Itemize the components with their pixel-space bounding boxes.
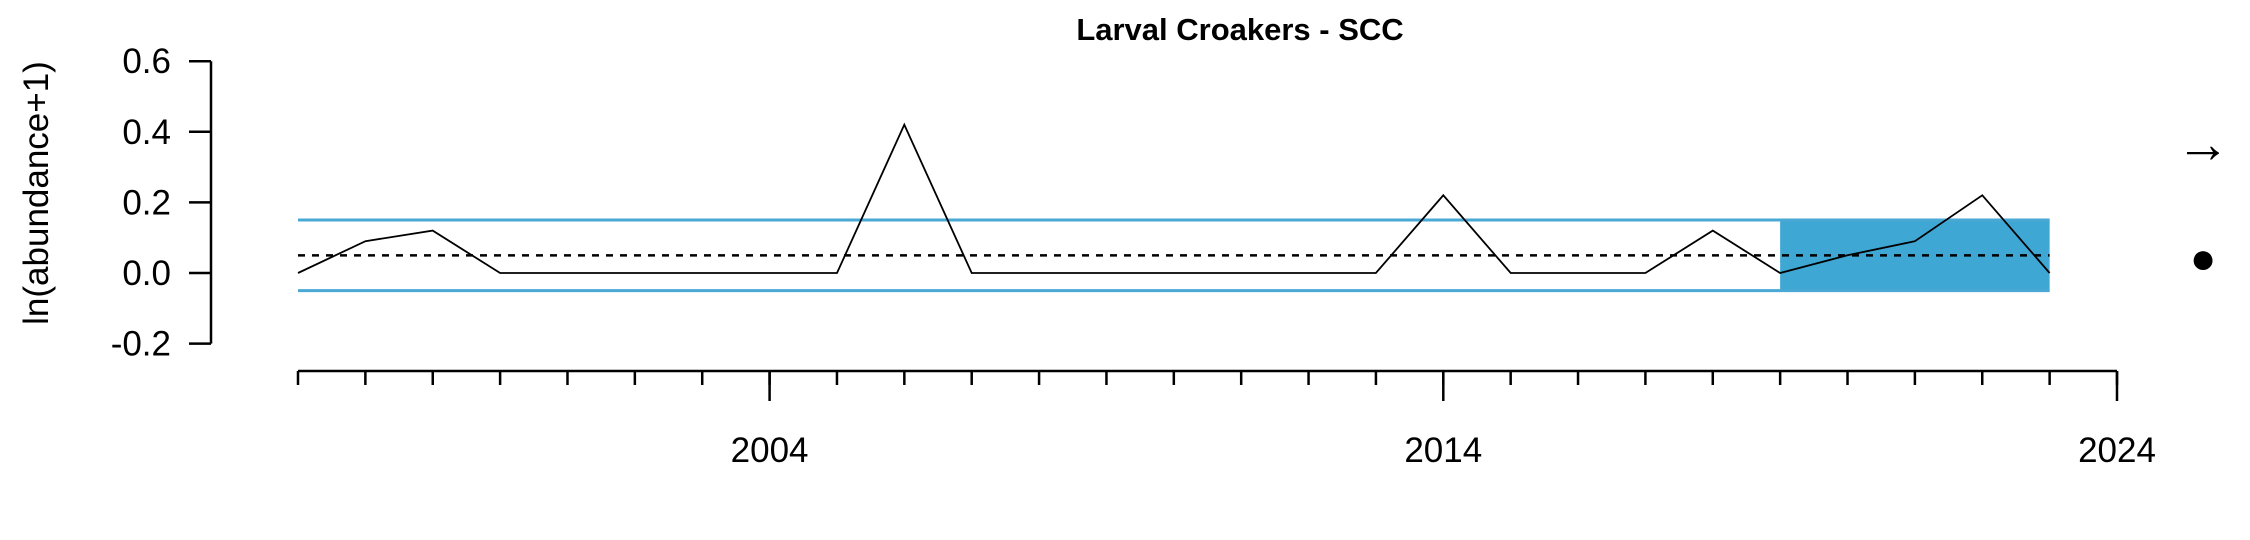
x-tick-label: 2004 (731, 431, 809, 470)
x-tick-label: 2014 (1404, 431, 1482, 470)
data-series-line (297, 122, 2051, 274)
y-tick-label: 0.6 (122, 42, 171, 81)
x-tick-label: 2024 (2078, 431, 2156, 470)
chart-title: Larval Croakers - SCC (1076, 12, 1403, 47)
y-axis-label: ln(abundance+1) (17, 61, 56, 325)
plot-area: -0.2 0.0 0.2 0.4 0.6 2004 2014 2024 (111, 42, 2156, 470)
y-tick-label: -0.2 (111, 325, 171, 364)
y-tick-label: 0.0 (122, 254, 171, 293)
y-tick-label: 0.2 (122, 183, 171, 222)
trend-arrow-icon: → (2176, 114, 2230, 174)
mean-status-dot-icon: ● (2190, 234, 2217, 283)
y-tick-label: 0.4 (122, 113, 171, 152)
